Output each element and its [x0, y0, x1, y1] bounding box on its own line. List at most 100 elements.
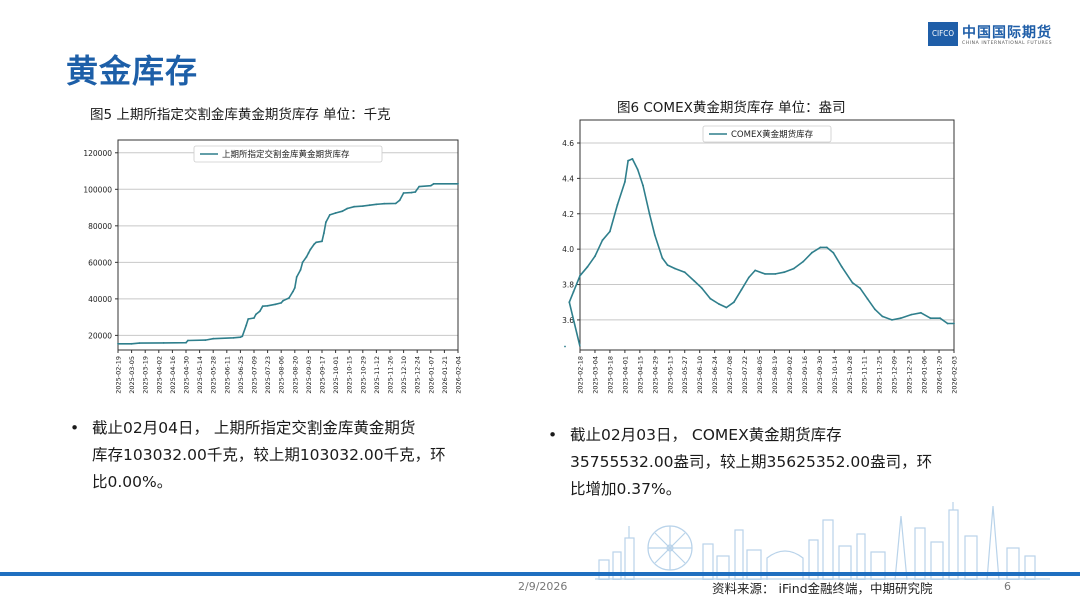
legend-box — [702, 125, 832, 143]
data-point — [866, 297, 869, 300]
x-tick-label: 2025-08-20 — [291, 356, 299, 394]
x-tick-label: 2025-09-03 — [305, 356, 313, 394]
data-point — [255, 313, 257, 316]
data-point — [295, 276, 298, 278]
data-point — [353, 205, 355, 208]
x-tick-label: 2025-05-28 — [210, 356, 218, 394]
data-point — [851, 281, 854, 284]
data-point — [881, 315, 884, 318]
data-point — [666, 264, 669, 266]
x-tick-label: 2025-12-23 — [906, 356, 914, 394]
x-tick-label: 2025-06-10 — [696, 356, 704, 394]
data-point — [920, 311, 922, 314]
legend-label: COMEX黄金期货库存 — [731, 129, 814, 140]
x-tick-label: 2025-06-25 — [237, 356, 245, 394]
data-point — [293, 287, 296, 289]
data-point — [375, 203, 378, 206]
data-point — [261, 305, 264, 308]
x-tick-label: 2025-04-02 — [155, 356, 163, 394]
x-tick-label: 2025-09-17 — [319, 356, 327, 394]
data-point — [586, 265, 589, 268]
y-tick-label: 40000 — [88, 295, 112, 304]
data-point — [631, 158, 634, 160]
data-point — [138, 342, 141, 344]
city-skyline-illustration — [595, 502, 1050, 580]
data-point — [299, 268, 302, 271]
y-tick-label: 100000 — [83, 185, 112, 194]
x-tick-label: 2025-12-24 — [414, 356, 422, 394]
footer-source: 资料来源： iFind金融终端，中期研究院 — [712, 581, 933, 596]
x-tick-label: 2025-07-09 — [251, 356, 259, 394]
data-point — [874, 308, 876, 311]
y-tick-label: 80000 — [88, 222, 112, 231]
bullet-line: 35755532.00盎司，较上期35625352.00盎司，环 — [570, 453, 933, 471]
x-tick-label: 2025-04-01 — [621, 356, 629, 394]
data-point — [754, 269, 757, 272]
logo-chinese-name: 中国国际期货 — [962, 25, 1052, 41]
chart1-caption: 图5 上期所指定交割金库黄金期货库存 单位：千克 — [90, 107, 391, 123]
x-tick-label: 2025-05-13 — [666, 356, 674, 394]
data-point — [953, 322, 955, 325]
y-tick-label: 4.6 — [562, 139, 574, 148]
data-point — [323, 232, 325, 234]
x-tick-label: 2025-10-15 — [346, 356, 354, 394]
data-point — [825, 246, 828, 249]
data-point — [859, 287, 861, 289]
x-tick-label: 2025-11-26 — [387, 356, 395, 394]
x-tick-label: 2025-06-11 — [223, 356, 231, 394]
data-point — [572, 290, 575, 293]
x-tick-label: 2025-09-02 — [786, 356, 794, 394]
data-point — [429, 184, 432, 187]
data-point — [764, 273, 766, 275]
data-point — [394, 202, 397, 205]
x-tick-label: 2025-07-08 — [726, 356, 734, 394]
y-tick-label: 3.8 — [562, 281, 574, 290]
y-tick-label: 4.2 — [562, 210, 574, 219]
x-tick-label: 2025-03-18 — [606, 356, 614, 394]
data-point — [328, 214, 331, 216]
x-tick-label: 2025-10-29 — [359, 356, 367, 394]
plot-frame — [579, 119, 955, 351]
data-point — [301, 261, 304, 264]
data-point — [334, 212, 337, 214]
data-point — [307, 252, 310, 255]
data-point — [683, 271, 686, 274]
x-tick-label: 2025-07-22 — [741, 356, 749, 394]
footer-date: 2/9/2026 — [518, 580, 568, 593]
data-point — [398, 199, 401, 202]
x-tick-label: 2025-03-04 — [591, 356, 599, 394]
data-point — [783, 271, 785, 274]
bullet-line: 比增加0.37%。 — [570, 480, 682, 498]
data-point — [811, 251, 813, 254]
data-point — [361, 205, 364, 207]
x-tick-label: 2025-08-05 — [756, 356, 764, 394]
data-point — [309, 248, 312, 251]
bullet-dot: • — [548, 426, 558, 444]
data-point — [383, 202, 386, 205]
bullet-dot: • — [70, 419, 80, 437]
data-point — [282, 299, 284, 302]
data-point — [747, 276, 750, 279]
data-point — [648, 212, 651, 215]
data-point — [891, 319, 893, 321]
chart2-comex-gold-inventory: 3.6 3.8 4.0 4.2 4.4 4.6 2025-02-18 2025-03-04 20… — [562, 119, 959, 394]
data-point — [693, 280, 696, 282]
data-point — [594, 255, 596, 258]
data-point — [564, 345, 566, 348]
x-tick-label: 2025-08-19 — [771, 356, 779, 394]
data-point — [247, 318, 250, 320]
data-point — [292, 290, 294, 293]
x-tick-label: 2025-02-18 — [577, 356, 585, 394]
data-point — [280, 302, 283, 304]
x-tick-label: 2025-11-25 — [876, 356, 884, 394]
data-point — [946, 322, 949, 325]
x-tick-label: 2025-09-16 — [801, 356, 809, 394]
y-tick-label: 60000 — [88, 258, 112, 267]
series-line — [568, 158, 954, 347]
x-tick-label: 2025-08-06 — [278, 356, 286, 394]
data-point — [212, 337, 215, 340]
bullet-line: 截止02月03日， COMEX黄金期货库存 — [570, 426, 842, 444]
data-point — [709, 297, 712, 300]
x-tick-label: 2025-11-11 — [861, 356, 869, 394]
bullet-line: 库存103032.00千克，较上期103032.00千克，环 — [92, 446, 446, 464]
